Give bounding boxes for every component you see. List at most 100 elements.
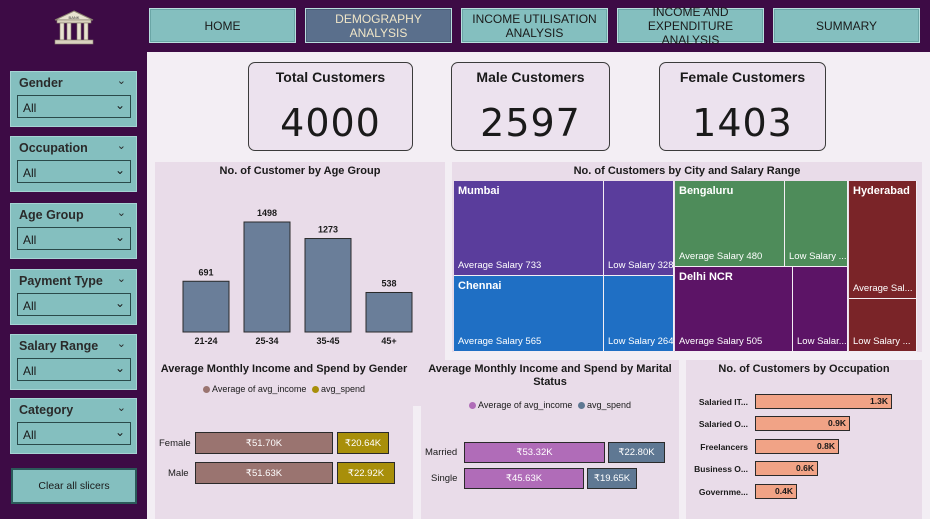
kpi-title: Total Customers	[275, 69, 386, 85]
nav-income-expenditure-button[interactable]: INCOME AND EXPENDITURE ANALYSIS	[617, 5, 764, 47]
slicer-label: Gender	[19, 76, 63, 90]
occupation-slicer[interactable]: Occupation ⌄ All ⌄	[10, 136, 137, 192]
occupation-chart: No. of Customers by Occupation Salaried …	[686, 360, 922, 519]
legend-dot	[203, 386, 211, 393]
bar-male-spend[interactable]: ₹22.92K	[337, 462, 395, 484]
clear-slicers-button[interactable]: Clear all slicers	[11, 468, 137, 504]
bar-single-spend[interactable]: ₹19.65K	[587, 468, 637, 489]
category-label: 25-34	[255, 336, 278, 346]
bar-salaried-it[interactable]: 1.3K	[755, 394, 892, 409]
chevron-down-icon[interactable]: ⌄	[116, 402, 126, 414]
gender-slicer[interactable]: Gender ⌄ All ⌄	[10, 71, 137, 127]
nav-summary-button[interactable]: SUMMARY	[773, 8, 920, 43]
occupation-dropdown[interactable]: All ⌄	[17, 160, 131, 183]
salary-range-slicer[interactable]: Salary Range ⌄ All ⌄	[10, 334, 137, 390]
bar-government[interactable]: 0.4K	[755, 484, 797, 499]
payment-type-slicer[interactable]: Payment Type ⌄ All ⌄	[10, 269, 137, 325]
age-group-plot: 691 21-24 1498 25-34 1273 35-45 538 45+	[182, 208, 413, 346]
age-bar[interactable]	[365, 291, 413, 333]
tile-salary-label: Low Salary 328	[608, 260, 674, 271]
chevron-down-icon[interactable]: ⌄	[114, 296, 125, 310]
chevron-down-icon[interactable]: ⌄	[116, 338, 126, 350]
bar-male-income[interactable]: ₹51.63K	[195, 462, 333, 484]
nav-income-utilisation-button[interactable]: INCOME UTILISATION ANALYSIS	[461, 8, 608, 43]
bar-female-spend[interactable]: ₹20.64K	[337, 432, 389, 454]
legend-dot	[311, 386, 319, 393]
payment-type-dropdown[interactable]: All ⌄	[17, 293, 131, 316]
nav-demography-button[interactable]: DEMOGRAPHY ANALYSIS	[305, 8, 452, 43]
bar-freelancers[interactable]: 0.8K	[755, 439, 839, 454]
slicer-label: Category	[19, 403, 74, 417]
salary-range-dropdown[interactable]: All ⌄	[17, 358, 131, 381]
age-group-slicer[interactable]: Age Group ⌄ All ⌄	[10, 203, 137, 259]
chevron-down-icon[interactable]: ⌄	[114, 98, 125, 112]
chevron-down-icon[interactable]: ⌄	[114, 230, 125, 244]
treemap-tile-delhi-average[interactable]: Delhi NCR Average Salary 505	[675, 267, 793, 352]
slicer-value: All	[23, 299, 37, 313]
category-label: Single	[431, 473, 458, 484]
treemap-tile-bengaluru-average[interactable]: Bengaluru Average Salary 480	[675, 181, 785, 267]
chevron-down-icon[interactable]: ⌄	[116, 75, 126, 87]
bar-married-spend[interactable]: ₹22.80K	[608, 442, 665, 463]
chart-title: No. of Customer by Age Group	[219, 165, 381, 177]
kpi-total-customers: Total Customers 4000	[248, 62, 413, 151]
treemap-tile-delhi-low[interactable]: Low Salar...	[793, 267, 848, 352]
svg-text:BANK: BANK	[69, 15, 80, 20]
category-label: Married	[425, 447, 458, 458]
chart-title: No. of Customers by City and Salary Rang…	[573, 165, 801, 177]
age-bar[interactable]	[182, 280, 230, 333]
legend-label: Average of avg_income	[212, 384, 307, 394]
legend-label: avg_spend	[320, 384, 365, 394]
chevron-down-icon[interactable]: ⌄	[114, 425, 125, 439]
tile-salary-label: Average Sal...	[853, 283, 913, 294]
kpi-title: Female Customers	[679, 69, 806, 85]
category-label: Salaried IT...	[698, 397, 748, 407]
tile-city-label: Mumbai	[458, 185, 500, 197]
age-group-dropdown[interactable]: All ⌄	[17, 227, 131, 250]
report-canvas: Total Customers 4000 Male Customers 2597…	[147, 52, 930, 519]
chevron-down-icon[interactable]: ⌄	[116, 273, 126, 285]
nav-home-button[interactable]: HOME	[149, 8, 296, 43]
age-bar[interactable]	[243, 221, 291, 333]
treemap-tile-chennai-average[interactable]: Chennai Average Salary 565	[454, 276, 604, 352]
tile-salary-label: Average Salary 480	[679, 251, 763, 262]
marital-income-spend-chart: Average Monthly Income and Spend by Mari…	[421, 360, 679, 519]
tile-salary-label: Low Salar...	[797, 336, 847, 347]
slicer-value: All	[23, 428, 37, 442]
kpi-value: 1403	[692, 101, 793, 145]
chevron-down-icon[interactable]: ⌄	[114, 361, 125, 375]
slicer-value: All	[23, 233, 37, 247]
slicer-value: All	[23, 364, 37, 378]
gender-income-spend-chart: Average Monthly Income and Spend by Gend…	[155, 360, 413, 519]
category-slicer[interactable]: Category ⌄ All ⌄	[10, 398, 137, 454]
treemap-tile-bengaluru-low[interactable]: Low Salary ...	[785, 181, 848, 267]
category-dropdown[interactable]: All ⌄	[17, 422, 131, 445]
treemap-tile-hyderabad-average[interactable]: Hyderabad Average Sal...	[849, 181, 917, 299]
kpi-title: Male Customers	[476, 69, 585, 85]
treemap-tile-chennai-low[interactable]: Low Salary 264	[604, 276, 674, 352]
bar-business-owners[interactable]: 0.6K	[755, 461, 818, 476]
treemap-tile-mumbai-low[interactable]: Low Salary 328	[604, 181, 674, 276]
chevron-down-icon[interactable]: ⌄	[116, 207, 126, 219]
gender-dropdown[interactable]: All ⌄	[17, 95, 131, 118]
treemap-tile-hyderabad-low[interactable]: Low Salary ...	[849, 299, 917, 352]
category-label: Governme...	[698, 487, 748, 497]
kpi-male-customers: Male Customers 2597	[451, 62, 610, 151]
bar-married-income[interactable]: ₹53.32K	[464, 442, 605, 463]
top-bar: BANK HOME DEMOGRAPHY ANALYSIS INCOME UTI…	[0, 0, 930, 52]
bar-female-income[interactable]: ₹51.70K	[195, 432, 333, 454]
chevron-down-icon[interactable]: ⌄	[116, 140, 126, 152]
bar-salaried-other[interactable]: 0.9K	[755, 416, 850, 431]
bar-single-income[interactable]: ₹45.63K	[464, 468, 584, 489]
tile-city-label: Hyderabad	[853, 185, 910, 197]
treemap-tile-mumbai-average[interactable]: Mumbai Average Salary 733	[454, 181, 604, 276]
category-label: 45+	[381, 336, 396, 346]
tile-city-label: Bengaluru	[679, 185, 734, 197]
chart-legend: Average of avg_income avg_spend	[155, 384, 413, 394]
age-bar[interactable]	[304, 238, 352, 333]
legend-dot	[469, 402, 477, 409]
slicer-label: Occupation	[19, 141, 88, 155]
chevron-down-icon[interactable]: ⌄	[114, 163, 125, 177]
city-salary-treemap: No. of Customers by City and Salary Rang…	[452, 162, 922, 352]
category-label: Freelancers	[700, 442, 748, 452]
